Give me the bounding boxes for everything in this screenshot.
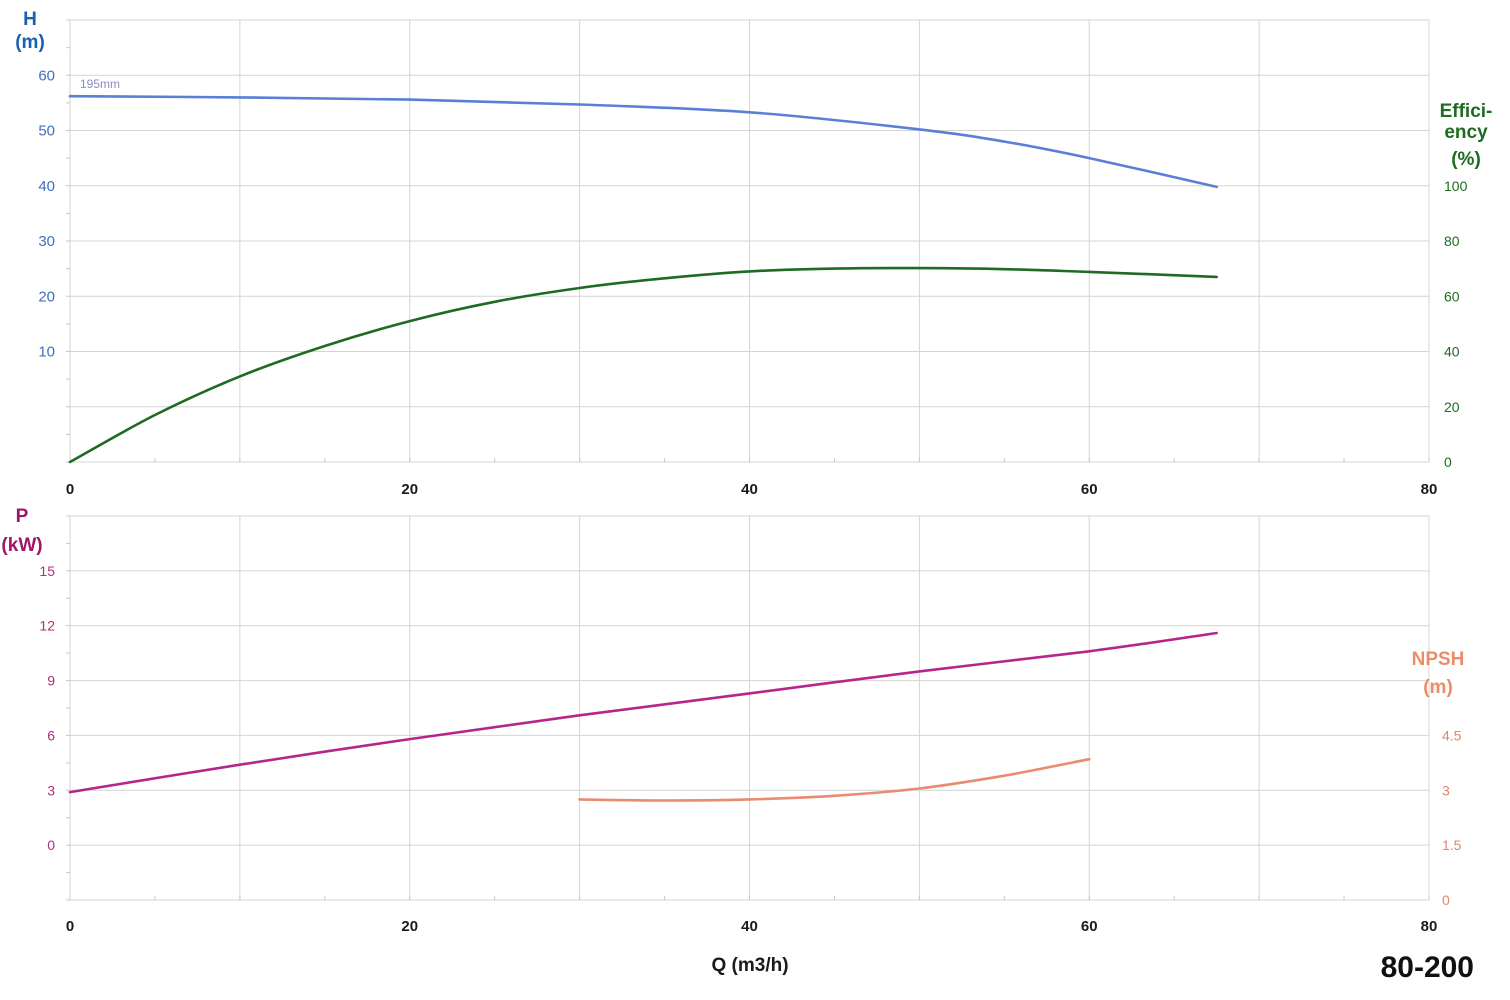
head-curve xyxy=(68,94,1218,189)
left-tick-label: 50 xyxy=(38,123,55,140)
x-tick-20: 20 xyxy=(401,918,418,935)
right-tick-label: 1.5 xyxy=(1442,837,1462,853)
x-tick-0: 0 xyxy=(66,918,74,935)
right-tick-label: 100 xyxy=(1444,178,1468,194)
left-tick-label: 9 xyxy=(47,673,55,689)
right-tick-label: 20 xyxy=(1444,399,1460,415)
model-label: 80-200 xyxy=(1381,951,1474,984)
x-axis-label: Q (m3/h) xyxy=(711,955,788,976)
right-axis-title: Effici- xyxy=(1440,101,1493,122)
x-tick-60: 60 xyxy=(1081,918,1098,935)
left-tick-label: 3 xyxy=(47,782,55,798)
right-axis-title: (m) xyxy=(1423,677,1453,698)
head-efficiency-panel: 0 20 40 60 80 10 20 30 40 50 60 0 20 40 60 80 100 H(m) Eff… xyxy=(15,9,1492,498)
left-axis-title: H xyxy=(23,9,37,30)
x-tick-80: 80 xyxy=(1421,481,1438,498)
left-tick-label: 20 xyxy=(38,288,55,305)
right-tick-label: 4.5 xyxy=(1442,727,1462,743)
left-tick-label: 30 xyxy=(38,233,55,250)
right-tick-label: 0 xyxy=(1442,892,1450,908)
right-tick-label: 3 xyxy=(1442,782,1450,798)
left-tick-label: 6 xyxy=(47,727,55,743)
right-tick-label: 60 xyxy=(1444,288,1460,304)
left-tick-label: 0 xyxy=(47,837,55,853)
right-tick-label: 80 xyxy=(1444,233,1460,249)
power-curve xyxy=(68,631,1218,794)
x-tick-40: 40 xyxy=(741,918,758,935)
left-axis-title: P xyxy=(16,506,29,527)
left-tick-label: 15 xyxy=(39,563,55,579)
left-tick-label: 12 xyxy=(39,618,55,634)
left-axis-title: (kW) xyxy=(1,535,42,556)
impeller-diameter-label: 195mm xyxy=(80,77,120,91)
right-axis-title: (%) xyxy=(1451,149,1481,170)
right-axis-title: NPSH xyxy=(1412,649,1465,670)
right-axis-title: ency xyxy=(1444,122,1488,143)
x-tick-20: 20 xyxy=(401,481,418,498)
right-tick-label: 0 xyxy=(1444,454,1452,470)
x-tick-0: 0 xyxy=(66,481,74,498)
x-tick-80: 80 xyxy=(1421,918,1438,935)
x-tick-60: 60 xyxy=(1081,481,1098,498)
left-tick-label: 60 xyxy=(38,67,55,84)
x-tick-40: 40 xyxy=(741,481,758,498)
left-tick-label: 10 xyxy=(38,344,55,361)
left-axis-title: (m) xyxy=(15,32,45,53)
efficiency-curve xyxy=(68,266,1218,464)
npsh-curve xyxy=(578,757,1091,802)
right-tick-label: 40 xyxy=(1444,344,1460,360)
left-tick-label: 40 xyxy=(38,178,55,195)
